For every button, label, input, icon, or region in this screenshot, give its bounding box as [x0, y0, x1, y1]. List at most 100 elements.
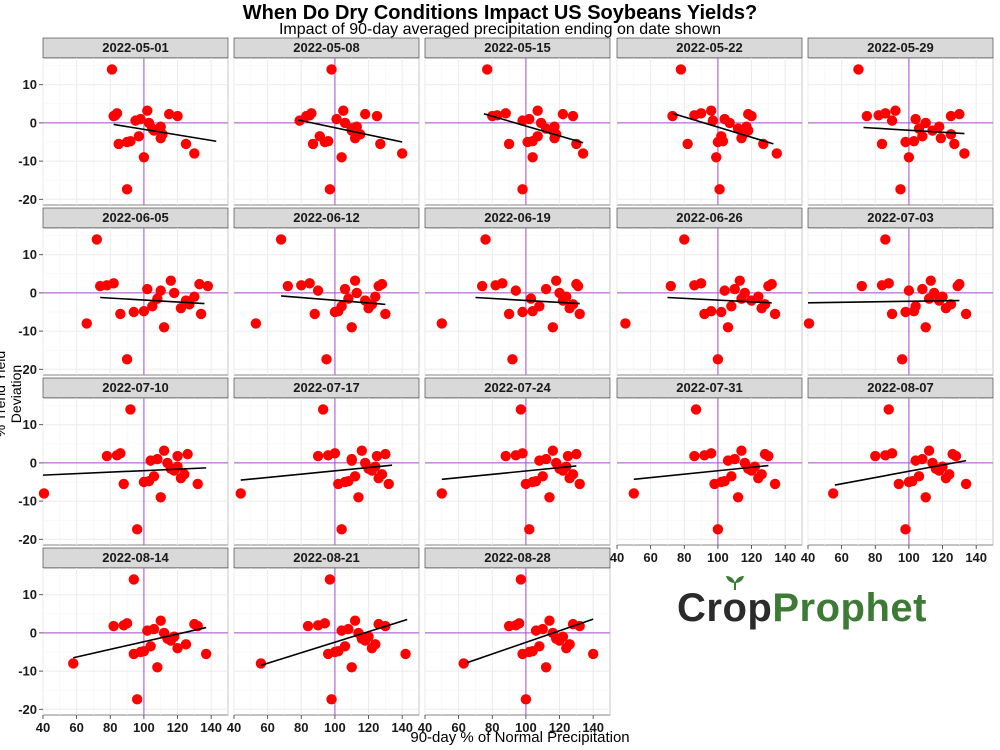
x-tick-label: 140 — [774, 550, 796, 565]
data-point — [896, 354, 908, 365]
data-point — [913, 471, 925, 482]
data-point — [945, 129, 957, 140]
data-point — [876, 138, 888, 150]
data-point — [317, 404, 329, 415]
data-point — [707, 115, 719, 126]
x-tick-label: 40 — [610, 550, 624, 565]
chart-subtitle: Impact of 90-day averaged precipitation … — [278, 21, 722, 38]
x-tick-label: 120 — [167, 720, 189, 735]
trend-line — [73, 626, 207, 659]
facet-panel-2022-05-08: 2022-05-08 — [233, 37, 420, 206]
facet-panel-2022-05-29: 2022-05-29 — [807, 37, 994, 206]
data-point — [532, 131, 543, 142]
facet-strip-label: 2022-05-08 — [293, 40, 360, 55]
data-point — [724, 117, 735, 129]
data-point — [726, 471, 737, 482]
facet-strip-label: 2022-07-24 — [484, 380, 551, 395]
x-tick-label: 100 — [707, 550, 729, 565]
trend-line — [475, 296, 580, 305]
data-point — [314, 131, 325, 142]
data-point — [349, 275, 361, 286]
data-point — [180, 138, 192, 150]
data-point — [180, 639, 192, 650]
data-point — [910, 113, 921, 125]
data-point — [771, 148, 782, 159]
data-point — [363, 631, 374, 642]
panel-background — [807, 57, 994, 206]
data-point — [900, 524, 911, 535]
data-point — [179, 469, 190, 480]
data-point — [138, 306, 150, 317]
data-point — [458, 658, 469, 669]
data-point — [396, 148, 408, 159]
data-point — [200, 648, 212, 660]
data-point — [336, 524, 347, 535]
data-point — [157, 129, 168, 140]
data-point — [856, 280, 868, 292]
facet-panel-2022-07-31: 2022-07-31 40 60 80 100 120 140 — [610, 377, 803, 565]
data-point — [349, 615, 361, 626]
data-point — [690, 404, 702, 415]
facet-panel-2022-07-03: 2022-07-03 — [803, 207, 994, 376]
data-point — [376, 469, 388, 480]
data-point — [147, 301, 158, 312]
data-point — [861, 110, 873, 122]
panel-background — [42, 227, 229, 376]
data-point — [903, 285, 915, 296]
panel-background — [424, 567, 611, 716]
data-point — [375, 138, 386, 150]
data-point — [900, 136, 911, 148]
trend-line — [466, 618, 594, 664]
data-point — [380, 308, 391, 320]
panel-background — [42, 57, 229, 206]
y-tick-label: 0 — [30, 285, 37, 300]
data-point — [544, 492, 555, 503]
data-point — [108, 620, 119, 632]
trend-line — [281, 295, 386, 306]
data-point — [346, 322, 357, 333]
data-point — [628, 488, 640, 499]
data-point — [722, 322, 734, 333]
data-point — [935, 132, 947, 144]
data-point — [895, 184, 906, 195]
data-point — [532, 105, 543, 116]
data-point — [557, 108, 569, 120]
data-point — [326, 64, 337, 75]
panel-background — [616, 57, 803, 206]
data-point — [736, 293, 747, 304]
panel-background — [233, 57, 420, 206]
data-point — [734, 275, 745, 286]
data-point — [101, 450, 113, 462]
data-point — [667, 110, 678, 122]
data-point — [121, 184, 133, 195]
x-tick-label: 40 — [36, 720, 50, 735]
trend-line — [260, 618, 408, 667]
data-point — [736, 445, 747, 456]
data-point — [547, 445, 559, 456]
data-point — [540, 662, 552, 673]
data-point — [142, 105, 153, 116]
cropprophet-logo: Cr o p Prophet — [677, 575, 927, 633]
data-point — [886, 308, 898, 320]
data-point — [711, 152, 722, 163]
facet-strip-label: 2022-05-15 — [484, 40, 551, 55]
panel-background — [233, 227, 420, 376]
data-point — [828, 488, 839, 499]
data-point — [880, 234, 891, 245]
data-point — [960, 478, 972, 490]
data-point — [537, 471, 548, 482]
x-tick-label: 140 — [965, 550, 987, 565]
panel-background — [807, 397, 994, 546]
x-tick-label: 60 — [643, 550, 657, 565]
x-tick-label: 80 — [677, 550, 691, 565]
data-point — [321, 354, 332, 365]
data-point — [353, 492, 364, 503]
facet-panel-2022-05-22: 2022-05-22 — [616, 37, 803, 206]
data-point — [138, 152, 150, 163]
data-point — [944, 469, 955, 480]
data-point — [880, 108, 891, 119]
data-point — [133, 131, 145, 142]
data-point — [304, 278, 315, 289]
data-point — [572, 280, 584, 292]
trend-line — [240, 464, 393, 481]
